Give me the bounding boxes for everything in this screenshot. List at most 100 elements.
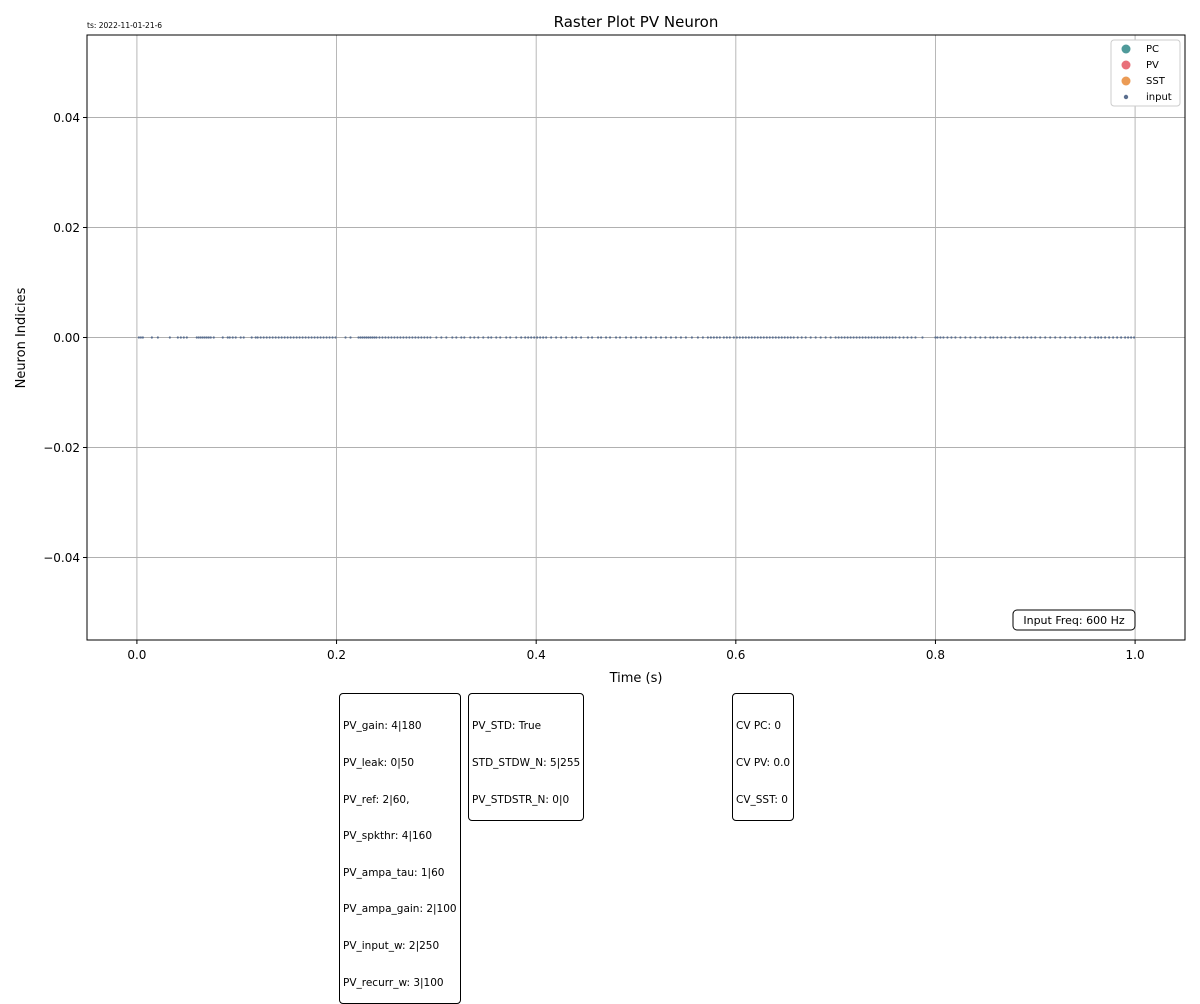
spike-point <box>420 336 423 339</box>
spike-point <box>344 336 347 339</box>
spike-point <box>765 336 768 339</box>
spike-point <box>590 336 594 339</box>
spike-point <box>487 336 490 339</box>
spike-point <box>550 336 553 339</box>
spike-point <box>984 336 987 339</box>
spike-point <box>440 336 443 339</box>
spike-point <box>629 336 633 339</box>
spike-point <box>992 336 995 339</box>
spike-point <box>989 336 992 339</box>
spike-point <box>199 336 202 339</box>
spike-point <box>357 336 360 339</box>
spike-point <box>891 336 894 339</box>
spike-point <box>331 336 334 339</box>
spike-point <box>580 336 583 339</box>
input-freq-box: Input Freq: 600 Hz <box>1012 609 1136 631</box>
spike-point <box>445 336 448 339</box>
spike-point <box>738 336 741 339</box>
spike-point <box>777 336 780 339</box>
spike-point <box>954 336 957 339</box>
spike-point <box>387 336 390 339</box>
spike-point <box>378 336 381 339</box>
spike-point <box>786 336 789 339</box>
y-tick-label: −0.02 <box>43 441 80 455</box>
spike-point <box>718 336 721 339</box>
param-line: PV_recurr_w: 3|100 <box>343 976 444 989</box>
spike-point <box>150 336 153 339</box>
spike-point <box>524 336 527 339</box>
y-tick-label: 0.02 <box>53 221 80 235</box>
spike-point <box>1112 336 1115 339</box>
x-tick-label: 0.6 <box>726 648 745 662</box>
spike-point <box>203 336 206 339</box>
y-tick-label: 0.00 <box>53 331 80 345</box>
spike-point <box>463 336 466 339</box>
spike-point <box>231 336 234 339</box>
spike-point <box>533 336 536 339</box>
timestamp-label: ts: 2022-11-01-21-6 <box>87 21 162 30</box>
spike-point <box>902 336 905 339</box>
spike-point <box>804 336 807 339</box>
spike-point <box>520 336 523 339</box>
spike-point <box>814 336 817 339</box>
spike-point <box>310 336 313 339</box>
spike-point <box>1022 336 1025 339</box>
spike-point <box>505 336 508 339</box>
cv-box: CV PC: 0 CV PV: 0.0 CV_SST: 0 <box>732 693 795 822</box>
x-tick-label: 1.0 <box>1126 648 1145 662</box>
spike-point <box>898 336 901 339</box>
spike-point <box>1104 336 1107 339</box>
spike-point <box>271 336 274 339</box>
raster-chart: ts: 2022-11-01-21-6 Raster Plot PV Neuro… <box>14 13 1186 686</box>
spike-point <box>1004 336 1007 339</box>
spike-point <box>411 336 414 339</box>
spike-point <box>634 336 638 339</box>
spike-point <box>837 336 840 339</box>
spike-point <box>1034 336 1037 339</box>
spike-point <box>226 336 229 339</box>
spike-point <box>295 336 298 339</box>
x-axis-ticks: 0.0 0.2 0.4 0.6 0.8 1.0 <box>127 640 1145 662</box>
legend: PC PV SST input <box>1110 39 1181 107</box>
spike-point <box>747 336 750 339</box>
spike-point <box>624 336 628 339</box>
spike-point <box>979 336 982 339</box>
spike-point <box>809 336 812 339</box>
x-tick-label: 0.4 <box>527 648 546 662</box>
spike-point <box>451 336 454 339</box>
param-line: PV_spkthr: 4|160 <box>343 830 433 843</box>
spike-point <box>744 336 747 339</box>
spike-point <box>824 336 827 339</box>
legend-label-pc: PC <box>1146 44 1159 55</box>
spike-point <box>254 336 257 339</box>
spike-point <box>771 336 774 339</box>
spike-point <box>876 336 879 339</box>
spike-point <box>796 336 799 339</box>
spike-point <box>477 336 480 339</box>
spike-point <box>499 336 502 339</box>
spike-point <box>1030 336 1033 339</box>
spike-point <box>1100 336 1103 339</box>
spike-point <box>313 336 316 339</box>
spike-point <box>539 336 542 339</box>
spike-point <box>1069 336 1072 339</box>
spike-point <box>1009 336 1012 339</box>
spike-point <box>334 336 337 339</box>
spike-point <box>639 336 643 339</box>
spike-point <box>369 336 372 339</box>
spike-point <box>435 336 438 339</box>
spike-point <box>361 336 364 339</box>
spike-point <box>301 336 304 339</box>
spike-point <box>176 336 179 339</box>
x-tick-label: 0.8 <box>926 648 945 662</box>
spike-point <box>536 336 539 339</box>
spike-point <box>996 336 999 339</box>
spike-point <box>179 336 182 339</box>
spike-point <box>1079 336 1082 339</box>
legend-marker-pv <box>1121 60 1131 70</box>
spike-point <box>840 336 843 339</box>
std-box: PV_STD: True STD_STDW_N: 5|255 PV_STDSTR… <box>468 693 585 822</box>
spike-point <box>735 336 738 339</box>
spike-point <box>1044 336 1047 339</box>
spike-point <box>852 336 855 339</box>
